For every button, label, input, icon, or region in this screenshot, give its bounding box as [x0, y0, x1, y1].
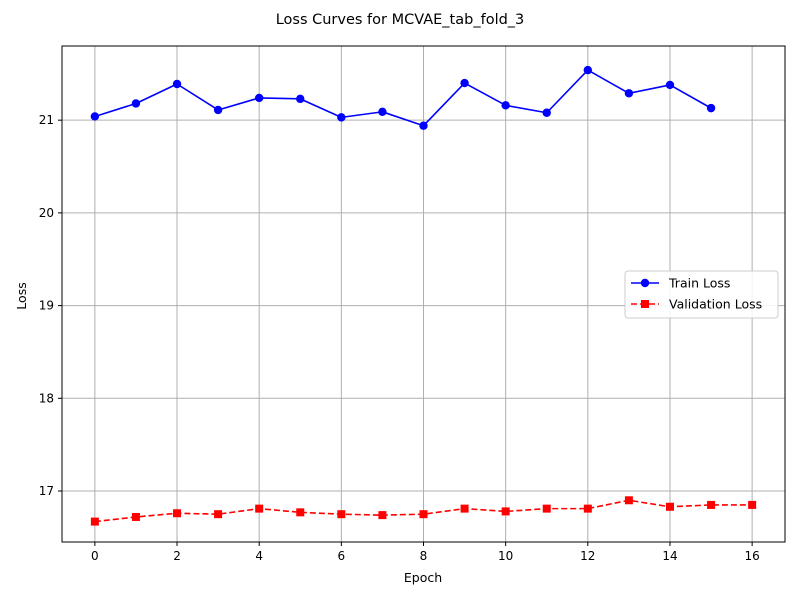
data-point [707, 500, 716, 509]
x-tick-label: 16 [744, 549, 759, 563]
x-axis-label: Epoch [404, 570, 442, 585]
axis-ticks: 0 2 4 6 8 10 12 14 16 17 18 19 20 21 [39, 113, 760, 563]
data-point [90, 517, 99, 526]
data-point [378, 107, 387, 117]
data-point [254, 93, 264, 103]
legend-label: Validation Loss [669, 297, 762, 312]
legend-item: Validation Loss [631, 297, 762, 312]
data-point [419, 510, 428, 519]
grid-lines [62, 46, 785, 542]
data-point [460, 504, 469, 513]
y-tick-label: 17 [39, 484, 54, 498]
data-point [172, 79, 182, 89]
y-tick-label: 18 [39, 391, 54, 405]
data-point [337, 113, 346, 122]
data-point [624, 89, 634, 98]
data-point [90, 112, 100, 121]
data-point [501, 101, 510, 110]
y-tick-label: 20 [39, 206, 54, 220]
data-point [665, 80, 675, 90]
legend: Train Loss Validation Loss [624, 270, 779, 319]
data-point [460, 78, 469, 88]
data-point [624, 496, 633, 505]
data-point [748, 500, 757, 509]
data-point [542, 108, 551, 117]
y-axis-label: Loss [14, 282, 29, 309]
data-point [255, 504, 264, 513]
x-tick-label: 10 [498, 549, 513, 563]
legend-marker [640, 278, 650, 288]
chart-title: Loss Curves for MCVAE_tab_fold_3 [276, 12, 525, 28]
x-tick-label: 8 [420, 549, 428, 563]
data-point [378, 511, 387, 520]
data-point [213, 105, 223, 115]
y-tick-label: 19 [39, 299, 54, 313]
data-point [419, 121, 428, 130]
x-tick-label: 12 [580, 549, 595, 563]
legend-marker [641, 300, 649, 308]
data-point [131, 512, 140, 521]
data-point [583, 504, 592, 513]
data-point [296, 508, 305, 517]
series-layer [90, 65, 757, 526]
legend-label: Train Loss [668, 276, 730, 291]
x-tick-label: 14 [662, 549, 677, 563]
legend-box [624, 270, 779, 319]
series-0 [90, 65, 716, 130]
series-line [94, 69, 712, 127]
x-tick-label: 6 [338, 549, 346, 563]
data-point [583, 65, 593, 75]
x-tick-label: 4 [255, 549, 263, 563]
data-point [214, 510, 223, 519]
data-point [706, 103, 716, 113]
legend-item: Train Loss [631, 276, 730, 291]
x-tick-label: 2 [173, 549, 181, 563]
data-point [131, 99, 141, 108]
data-point [542, 504, 551, 513]
data-point [337, 510, 346, 519]
series-1 [90, 496, 757, 526]
y-tick-label: 21 [39, 113, 54, 127]
data-point [296, 94, 305, 104]
data-point [665, 502, 674, 511]
data-point [501, 507, 510, 516]
x-tick-label: 0 [91, 549, 99, 563]
data-point [173, 509, 182, 518]
